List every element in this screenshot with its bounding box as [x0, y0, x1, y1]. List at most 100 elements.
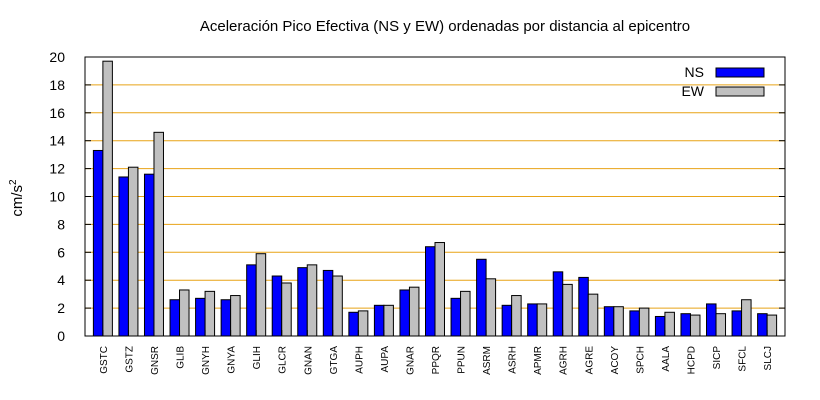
bar-ew-gnya [230, 295, 241, 337]
legend-swatch-ew [715, 86, 765, 97]
bar-ns-apmr [527, 303, 538, 337]
x-axis-ticks: GSTC GSTZ GNSR GLIB GNYH GNYA GLIH GLCR GNAN GTGA… [99, 330, 774, 375]
bar-ew-agre [587, 293, 599, 337]
bar-ew-aala [664, 311, 675, 337]
bar-ew-glcr [281, 282, 292, 337]
bar-ew-aupa [383, 304, 394, 337]
bar-ew-gstz [127, 166, 139, 337]
bar-ns-gnyh [195, 297, 206, 337]
bar-ew-gnyh [204, 290, 216, 337]
x-tick-label: AALA [661, 346, 672, 372]
bar-ew-hcpd [689, 314, 701, 337]
y-axis-ticks: 0 2 4 6 8 10 12 14 16 18 20 [49, 49, 785, 344]
x-tick-label: GLCR [278, 346, 289, 374]
x-tick-label: ASRH [508, 346, 519, 374]
bar-ns-gnar [399, 289, 410, 337]
bar-ew-ppun [460, 290, 471, 337]
x-tick-label: PPUN [457, 346, 468, 374]
bar-ns-aupa [373, 304, 385, 337]
bar-ew-gnan [306, 264, 318, 337]
x-tick-label: GNAN [303, 346, 314, 375]
bar-ew-sicp [715, 313, 727, 337]
y-tick-label: 20 [49, 49, 65, 65]
x-tick-label: GSTC [99, 346, 110, 374]
x-tick-label: APMR [533, 346, 544, 375]
x-tick-label: PPQR [431, 346, 442, 374]
x-tick-label: GTGA [329, 346, 340, 375]
bar-ns-ppun [450, 297, 462, 337]
bar-ns-gstz [118, 176, 129, 337]
bar-ew-acoy [613, 306, 624, 337]
bar-ns-asrm [476, 258, 487, 337]
bar-ns-agre [578, 276, 589, 337]
bar-ns-sicp [706, 303, 717, 337]
bar-ns-gtga [322, 269, 334, 337]
x-tick-label: SFCL [738, 346, 749, 372]
x-tick-label: AGRE [584, 346, 595, 375]
bar-ns-gnan [297, 267, 308, 337]
bar-ns-acoy [603, 306, 615, 337]
bar-ns-asrh [501, 304, 513, 337]
chart-title: Aceleración Pico Efectiva (NS y EW) orde… [200, 18, 690, 35]
bar-ew-sfcl [741, 299, 752, 337]
y-tick-label: 14 [49, 133, 65, 149]
x-tick-label: GNYH [201, 346, 212, 375]
x-tick-label: HCPD [686, 346, 697, 374]
bar-ew-asrh [511, 295, 522, 337]
bar-ew-gtga [332, 275, 343, 337]
bar-ns-agrh [552, 271, 564, 337]
y-axis-label: cm/s2 [8, 179, 26, 217]
bar-ew-gnar [408, 286, 420, 337]
y-tick-label: 4 [57, 272, 65, 288]
bar-ew-apmr [536, 303, 548, 337]
x-tick-label: SPCH [635, 346, 646, 374]
y-axis-label-exponent: 2 [8, 179, 19, 185]
bar-ns-hcpd [680, 313, 691, 337]
legend-label-ew: EW [681, 83, 704, 99]
x-tick-label: SLCJ [763, 346, 774, 370]
x-tick-label: ASRM [482, 346, 493, 375]
bar-ew-spch [638, 307, 650, 337]
y-tick-label: 8 [57, 216, 65, 232]
bar-ns-glcr [271, 275, 283, 337]
bar-ew-ppqr [434, 242, 445, 337]
bar-ew-glib [179, 289, 190, 337]
x-tick-label: GNAR [405, 346, 416, 375]
bar-ns-gnsr [143, 173, 155, 337]
y-tick-label: 2 [57, 300, 65, 316]
bar-ew-agrh [562, 283, 573, 337]
bar-ew-gstc [102, 60, 113, 337]
bar-ns-spch [629, 310, 640, 337]
bar-ew-asrm [485, 278, 497, 337]
bar-ns-ppqr [425, 246, 436, 337]
y-tick-label: 6 [57, 244, 65, 260]
bar-ew-gnsr [153, 131, 164, 337]
legend-label-ns: NS [685, 64, 704, 80]
bar-ns-glib [169, 299, 181, 337]
x-tick-label: SICP [712, 346, 723, 370]
y-tick-label: 10 [49, 189, 65, 205]
bar-ew-glih [255, 253, 267, 337]
x-tick-label: GSTZ [124, 346, 135, 373]
bar-ns-auph [348, 311, 359, 337]
x-tick-label: GLIB [176, 346, 187, 369]
y-axis-label-base: cm/s [9, 185, 26, 217]
x-tick-label: ACOY [610, 346, 621, 375]
y-tick-label: 0 [57, 328, 65, 344]
bar-ns-glih [246, 264, 257, 337]
x-tick-label: AUPH [354, 346, 365, 374]
y-tick-label: 16 [49, 105, 65, 121]
x-tick-label: GNYA [227, 346, 238, 374]
x-tick-label: AUPA [380, 346, 391, 373]
y-tick-label: 12 [49, 161, 65, 177]
x-tick-label: GNSR [150, 346, 161, 375]
bar-ew-auph [357, 310, 369, 337]
bar-ns-gnya [220, 299, 232, 337]
legend: NS EW [681, 64, 765, 99]
y-tick-label: 18 [49, 77, 65, 93]
x-tick-label: AGRH [559, 346, 570, 375]
bar-ns-slcj [757, 313, 768, 337]
legend-swatch-ns [715, 67, 765, 78]
x-tick-label: GLIH [252, 346, 263, 369]
